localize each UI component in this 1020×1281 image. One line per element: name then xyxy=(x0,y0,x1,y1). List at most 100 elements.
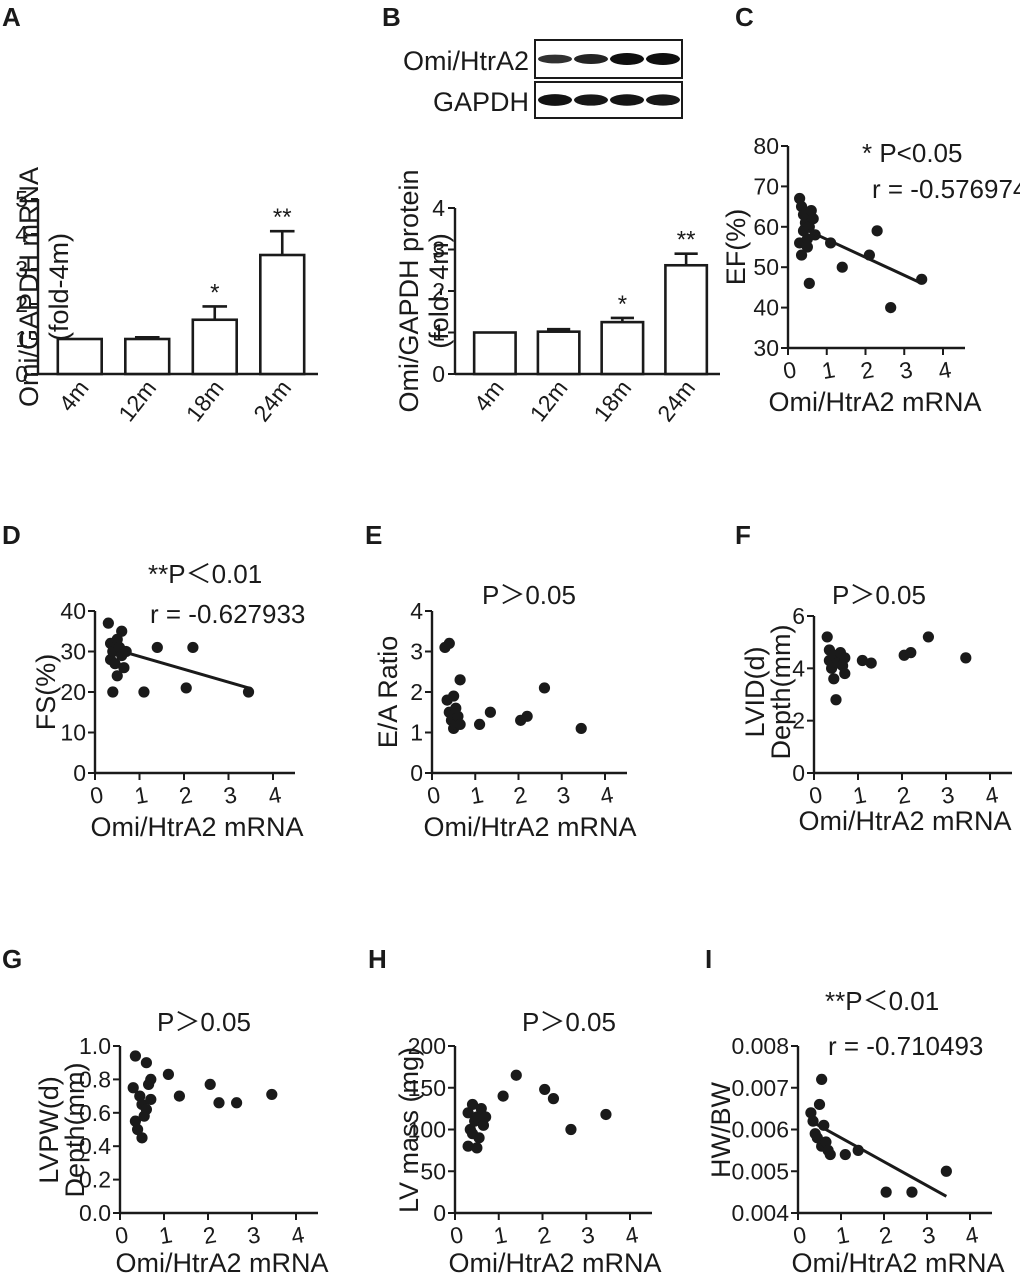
y-axis-label-I: HW/BW xyxy=(706,1081,736,1177)
y-axis-label-B-line1: Omi/GAPDH protein xyxy=(394,169,424,412)
data-point-D-12 xyxy=(111,670,123,682)
y-tick-label-C-5: 80 xyxy=(753,133,779,159)
y-tick-label-F-2: 4 xyxy=(792,655,805,681)
data-point-I-14 xyxy=(906,1186,918,1198)
bar-B-24m xyxy=(664,263,709,376)
data-point-H-2 xyxy=(462,1140,474,1152)
x-tick-label-I-2: 2 xyxy=(877,1221,894,1249)
y-tick-label-A-2: 2 xyxy=(15,291,28,317)
y-tick-label-C-3: 60 xyxy=(753,214,779,240)
data-point-E-11 xyxy=(450,702,462,714)
x-axis-label-E: Omi/HtrA2 mRNA xyxy=(423,812,636,842)
bar-A-18m xyxy=(191,318,238,376)
data-point-E-5 xyxy=(448,690,460,702)
y-tick-label-E-1: 1 xyxy=(410,720,423,746)
x-tick-label-H-0: 0 xyxy=(448,1221,465,1249)
data-point-G-14 xyxy=(173,1090,185,1102)
y-tick-label-G-5: 1.0 xyxy=(79,1033,111,1059)
x-tick-label-D-0: 0 xyxy=(88,781,105,809)
data-point-F-5 xyxy=(828,673,840,685)
x-tick-label-I-0: 0 xyxy=(791,1221,808,1249)
y-tick-label-I-1: 0.005 xyxy=(731,1158,789,1184)
x-tick-label-F-1: 1 xyxy=(851,781,868,809)
y-axis-label-C: EF(%) xyxy=(721,209,751,286)
y-tick-label-I-0: 0.004 xyxy=(731,1200,789,1226)
x-tick-label-G-0: 0 xyxy=(113,1221,130,1249)
x-tick-label-F-3: 3 xyxy=(939,781,956,809)
data-point-F-10 xyxy=(839,667,851,680)
annotation-G-0: P＞0.05 xyxy=(157,1007,251,1037)
blot-band-1-2 xyxy=(610,94,644,106)
y-tick-label-D-1: 10 xyxy=(60,720,86,746)
x-axis-label-H: Omi/HtrA2 mRNA xyxy=(448,1248,661,1278)
data-point-D-14 xyxy=(151,641,163,654)
data-point-D-5 xyxy=(107,686,119,698)
annotation-F-0: P＞0.05 xyxy=(832,580,926,610)
significance-B-24m: ** xyxy=(677,227,696,254)
panel-label-a: A xyxy=(2,2,21,32)
x-axis-label-F: Omi/HtrA2 mRNA xyxy=(798,806,1011,836)
y-tick-label-H-4: 200 xyxy=(408,1033,446,1059)
data-point-G-9 xyxy=(140,1103,152,1116)
data-point-F-11 xyxy=(839,652,851,664)
x-tick-label-C-3: 3 xyxy=(897,356,914,384)
data-point-C-17 xyxy=(871,225,883,237)
data-point-I-3 xyxy=(811,1132,823,1144)
y-tick-label-F-3: 6 xyxy=(792,603,805,629)
y-tick-label-B-0: 0 xyxy=(432,361,445,387)
data-point-I-13 xyxy=(880,1186,892,1198)
data-point-D-17 xyxy=(242,686,255,698)
data-point-I-10 xyxy=(824,1148,836,1161)
x-tick-label-C-0: 0 xyxy=(781,356,798,384)
y-tick-label-H-2: 100 xyxy=(408,1117,446,1143)
y-tick-label-D-3: 30 xyxy=(60,639,86,665)
y-axis-label-F-line2: Depth(mm) xyxy=(766,624,796,759)
data-point-I-11 xyxy=(839,1148,851,1161)
y-tick-label-G-0: 0.0 xyxy=(79,1200,111,1226)
y-tick-label-F-1: 2 xyxy=(792,708,805,734)
y-axis-label-G-line1: LVPW(d) xyxy=(34,1076,64,1184)
y-tick-label-D-0: 0 xyxy=(73,760,86,786)
data-point-E-13 xyxy=(484,706,496,718)
y-tick-label-D-4: 40 xyxy=(60,598,86,624)
annotation-C-1: r = -0.576974 xyxy=(872,174,1020,204)
y-tick-label-A-1: 1 xyxy=(15,326,28,352)
y-tick-label-H-3: 150 xyxy=(408,1075,446,1101)
y-axis-label-B-line2: (fold- 4m) xyxy=(424,233,454,349)
data-point-H-7 xyxy=(473,1132,485,1144)
y-tick-label-I-4: 0.008 xyxy=(731,1033,789,1059)
blot-row-label-0: Omi/HtrA2 xyxy=(403,46,529,76)
x-tick-label-H-4: 4 xyxy=(623,1221,640,1249)
y-tick-label-C-0: 30 xyxy=(753,335,779,361)
data-point-G-16 xyxy=(213,1097,225,1109)
x-tick-label-B-12m: 12m xyxy=(525,375,573,426)
data-point-C-3 xyxy=(795,249,808,261)
blot-band-1-3 xyxy=(646,94,680,106)
regression-line-C xyxy=(798,225,923,285)
x-tick-label-G-4: 4 xyxy=(289,1221,306,1249)
x-tick-label-H-1: 1 xyxy=(492,1221,509,1249)
data-point-G-13 xyxy=(162,1068,174,1080)
annotation-D-0: **P＜0.01 xyxy=(148,559,262,589)
x-tick-label-E-0: 0 xyxy=(425,781,442,809)
data-point-E-17 xyxy=(575,722,587,735)
data-point-D-16 xyxy=(187,641,199,654)
blot-band-0-3 xyxy=(646,53,680,65)
y-tick-label-B-3: 3 xyxy=(432,237,445,263)
data-point-H-17 xyxy=(600,1108,612,1121)
significance-A-18m: * xyxy=(210,279,219,306)
x-tick-label-E-2: 2 xyxy=(512,781,529,809)
significance-A-24m: ** xyxy=(273,204,292,231)
x-tick-label-F-0: 0 xyxy=(807,781,824,809)
x-tick-label-D-1: 1 xyxy=(133,781,150,809)
y-tick-label-A-3: 3 xyxy=(15,256,28,282)
x-tick-label-I-1: 1 xyxy=(834,1221,851,1249)
data-point-D-4 xyxy=(109,658,121,670)
y-axis-label-D: FS(%) xyxy=(31,654,61,731)
annotation-C-0: * P<0.05 xyxy=(862,138,962,168)
x-tick-label-I-3: 3 xyxy=(920,1221,937,1249)
y-axis-label-H: LV mass (mg) xyxy=(394,1047,424,1213)
x-tick-label-E-3: 3 xyxy=(555,781,572,809)
